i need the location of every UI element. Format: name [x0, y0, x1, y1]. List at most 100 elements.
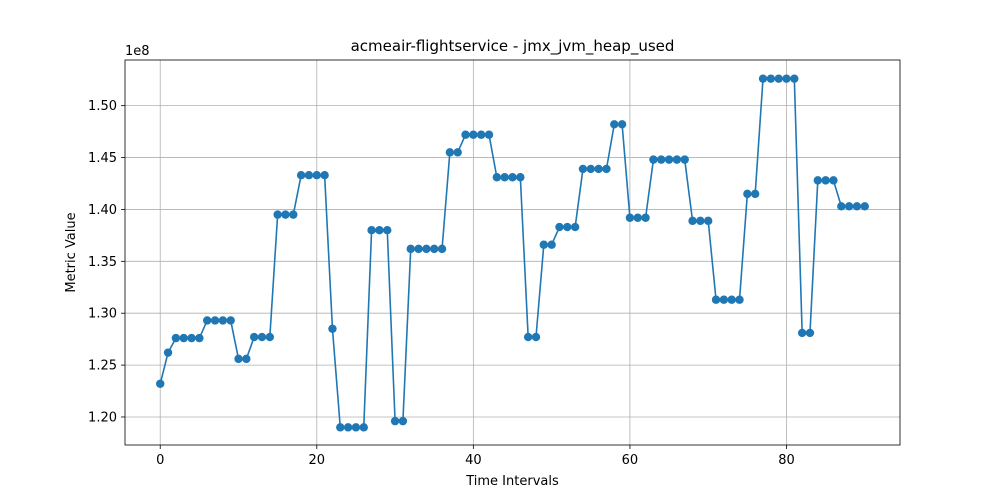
plot-area-background — [125, 60, 900, 445]
grid — [125, 60, 900, 445]
data-point — [156, 379, 165, 388]
data-point — [461, 130, 470, 139]
y-axis-label: Metric Value — [64, 212, 79, 292]
data-point — [578, 164, 588, 174]
data-point — [649, 155, 658, 164]
data-point — [617, 120, 627, 129]
data-point — [758, 74, 768, 83]
data-point — [273, 210, 282, 219]
data-point — [187, 333, 196, 343]
data-point — [226, 316, 235, 325]
data-point — [203, 316, 212, 325]
data-point — [531, 332, 541, 342]
data-point — [782, 74, 791, 83]
data-point — [539, 240, 549, 249]
data-point — [688, 216, 697, 226]
data-point — [414, 244, 423, 254]
data-point — [328, 324, 337, 333]
data-point — [437, 244, 447, 254]
data-point — [406, 244, 415, 254]
data-point — [570, 222, 580, 232]
data-point — [523, 332, 533, 342]
data-point — [672, 155, 682, 164]
data-point — [633, 213, 642, 222]
data-point — [821, 176, 830, 185]
y-axis-offset-label: 1e8 — [125, 44, 150, 59]
plot-frame — [124, 59, 901, 446]
data-point — [657, 155, 666, 164]
data-point — [343, 423, 353, 432]
data-point — [242, 354, 251, 364]
data-point — [351, 423, 361, 432]
data-point — [304, 170, 314, 180]
y-tick-label: 1.20 — [88, 410, 117, 425]
data-point — [610, 120, 619, 129]
data-point — [390, 416, 400, 426]
data-point — [844, 202, 854, 211]
data-point — [500, 173, 509, 182]
x-tick-label: 0 — [156, 453, 164, 468]
x-tick-label: 20 — [309, 453, 326, 468]
data-point — [664, 155, 674, 164]
y-tick-label: 1.50 — [88, 99, 117, 114]
axis-ticks: 0 20 40 60 80 1.20 1.25 1.30 1.35 1.40 1.45 1.50 — [88, 99, 795, 468]
data-point — [555, 222, 564, 232]
data-point — [336, 423, 345, 432]
data-point — [516, 173, 525, 182]
data-point — [805, 328, 815, 338]
data-point — [797, 328, 807, 338]
x-tick-label: 40 — [465, 453, 482, 468]
data-point — [696, 216, 705, 226]
data-point — [547, 240, 556, 249]
data-point — [320, 170, 329, 180]
data-point — [398, 416, 408, 426]
data-point — [375, 225, 384, 235]
data-point — [430, 244, 439, 254]
series-layer — [156, 74, 869, 432]
data-point — [476, 130, 486, 139]
data-point — [469, 130, 478, 139]
data-point — [484, 130, 494, 139]
data-point — [641, 213, 650, 222]
data-point — [790, 74, 799, 83]
y-tick-label: 1.30 — [88, 307, 117, 322]
data-point — [445, 148, 455, 157]
data-point — [852, 202, 862, 211]
data-point — [586, 164, 595, 174]
data-point — [743, 189, 752, 199]
data-point — [719, 295, 729, 304]
data-point — [711, 295, 721, 304]
y-tick-label: 1.40 — [88, 203, 117, 218]
data-point — [265, 332, 275, 342]
data-point — [281, 210, 290, 219]
data-point — [625, 213, 635, 222]
x-tick-label: 60 — [622, 453, 639, 468]
data-point — [602, 164, 611, 174]
data-point — [312, 170, 321, 180]
data-point — [359, 423, 368, 432]
data-point — [735, 295, 744, 304]
data-point — [210, 316, 220, 325]
data-point — [163, 348, 173, 357]
data-point — [508, 173, 517, 182]
x-tick-label: 80 — [778, 453, 795, 468]
data-point — [750, 189, 760, 199]
y-tick-label: 1.45 — [88, 151, 117, 166]
data-point — [453, 148, 462, 157]
x-axis-label: Time Intervals — [465, 474, 559, 489]
data-point — [257, 332, 267, 342]
data-point — [234, 354, 243, 364]
data-point — [594, 164, 603, 174]
data-point — [296, 170, 306, 180]
data-point — [837, 202, 846, 211]
chart-title: acmeair-flightservice - jmx_jvm_heap_use… — [351, 37, 675, 56]
data-point — [829, 176, 838, 185]
data-point — [813, 176, 822, 185]
data-point — [563, 222, 572, 232]
data-point — [249, 332, 259, 342]
data-point — [766, 74, 776, 83]
data-point — [289, 210, 298, 219]
data-point — [367, 225, 376, 235]
data-point — [704, 216, 713, 226]
